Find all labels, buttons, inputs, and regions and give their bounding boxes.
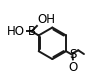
- Text: OH: OH: [37, 13, 55, 26]
- Text: B: B: [28, 25, 36, 38]
- Text: O: O: [68, 61, 78, 74]
- Text: HO: HO: [6, 25, 25, 38]
- Text: S: S: [69, 48, 76, 62]
